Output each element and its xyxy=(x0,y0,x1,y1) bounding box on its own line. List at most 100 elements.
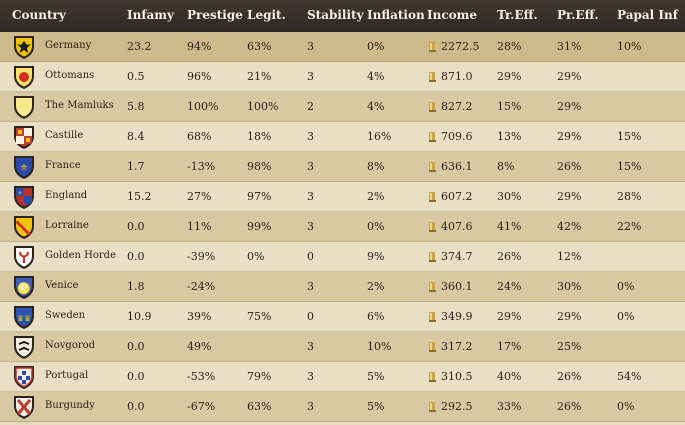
treff-value: 29% xyxy=(497,70,522,83)
table-row[interactable]: Golden Horde 0.0 -39% 0% 0 9% 374.7 26% 12% xyxy=(0,242,685,272)
coin-icon xyxy=(429,312,436,322)
prestige-value: -13% xyxy=(187,160,216,173)
country-shield-icon xyxy=(14,66,34,89)
income-value: 871.0 xyxy=(441,70,473,83)
legit-value: 100% xyxy=(247,100,279,113)
prestige-value: 49% xyxy=(187,340,212,353)
table-row[interactable]: Lorraine 0.0 11% 99% 3 0% 407.6 41% 42% 22% xyxy=(0,212,685,242)
coin-icon xyxy=(429,282,436,292)
country-shield-icon xyxy=(14,96,34,119)
treff-value: 29% xyxy=(497,310,522,323)
papal-value: 28% xyxy=(617,190,642,203)
country-shield-icon xyxy=(14,216,34,239)
income-value: 349.9 xyxy=(441,310,473,323)
preff-value: 26% xyxy=(557,400,582,413)
papal-value: 22% xyxy=(617,220,642,233)
col-infamy[interactable]: Infamy xyxy=(127,8,174,22)
table-row[interactable]: The Mamluks 5.8 100% 100% 2 4% 827.2 15% 29% xyxy=(0,92,685,122)
country-name: Novgorod xyxy=(45,340,96,351)
preff-value: 25% xyxy=(557,340,582,353)
prestige-value: -39% xyxy=(187,250,216,263)
inflation-value: 2% xyxy=(367,190,385,203)
table-row[interactable]: Portugal 0.0 -53% 79% 3 5% 310.5 40% 26% 54% xyxy=(0,362,685,392)
col-prestige[interactable]: Prestige xyxy=(187,8,243,22)
infamy-value: 10.9 xyxy=(127,310,152,323)
inflation-value: 5% xyxy=(367,370,385,383)
infamy-value: 0.0 xyxy=(127,220,145,233)
country-name: Burgundy xyxy=(45,400,95,411)
table-row[interactable]: Burgundy 0.0 -67% 63% 3 5% 292.5 33% 26% 0% xyxy=(0,392,685,422)
prestige-value: 100% xyxy=(187,100,219,113)
coin-icon xyxy=(429,252,436,262)
prestige-value: 39% xyxy=(187,310,212,323)
income-value: 607.2 xyxy=(441,190,473,203)
preff-value: 29% xyxy=(557,70,582,83)
stability-value: 3 xyxy=(307,220,314,233)
treff-value: 41% xyxy=(497,220,522,233)
coin-icon xyxy=(429,342,436,352)
infamy-value: 0.0 xyxy=(127,250,145,263)
country-shield-icon xyxy=(14,246,34,269)
table-row[interactable]: Germany 23.2 94% 63% 3 0% 2272.5 28% 31% 10% xyxy=(0,32,685,62)
preff-value: 29% xyxy=(557,130,582,143)
country-name: Lorraine xyxy=(45,220,89,231)
table-row[interactable]: Castille 8.4 68% 18% 3 16% 709.6 13% 29% 15% xyxy=(0,122,685,152)
country-name: Golden Horde xyxy=(45,250,116,261)
table-row[interactable]: ⚜ France 1.7 -13% 98% 3 8% 636.1 8% 26% 15% xyxy=(0,152,685,182)
papal-value: 15% xyxy=(617,160,642,173)
treff-value: 33% xyxy=(497,400,522,413)
col-preff[interactable]: Pr.Eff. xyxy=(557,8,599,22)
country-shield-icon xyxy=(14,126,34,149)
table-row[interactable]: ♛♛ Sweden 10.9 39% 75% 0 6% 349.9 29% 29% 0% xyxy=(0,302,685,332)
inflation-value: 8% xyxy=(367,160,385,173)
country-name: England xyxy=(45,190,88,201)
stability-value: 3 xyxy=(307,190,314,203)
svg-text:♌: ♌ xyxy=(17,282,31,295)
country-rows: Germany 23.2 94% 63% 3 0% 2272.5 28% 31% 10% Ottom… xyxy=(0,32,685,422)
svg-text:⚜: ⚜ xyxy=(17,190,22,197)
inflation-value: 2% xyxy=(367,280,385,293)
country-shield-icon xyxy=(14,366,34,389)
stability-value: 3 xyxy=(307,370,314,383)
papal-value: 10% xyxy=(617,40,642,53)
country-name: Sweden xyxy=(45,310,86,321)
prestige-value: 11% xyxy=(187,220,212,233)
infamy-value: 0.0 xyxy=(127,400,145,413)
inflation-value: 5% xyxy=(367,400,385,413)
legit-value: 79% xyxy=(247,370,272,383)
infamy-value: 0.0 xyxy=(127,370,145,383)
preff-value: 29% xyxy=(557,310,582,323)
stability-value: 3 xyxy=(307,280,314,293)
coin-icon xyxy=(429,162,436,172)
income-value: 310.5 xyxy=(441,370,473,383)
preff-value: 30% xyxy=(557,280,582,293)
legit-value: 98% xyxy=(247,160,272,173)
income-value: 360.1 xyxy=(441,280,473,293)
country-name: Portugal xyxy=(45,370,89,381)
table-row[interactable]: Ottomans 0.5 96% 21% 3 4% 871.0 29% 29% xyxy=(0,62,685,92)
svg-text:♛♛: ♛♛ xyxy=(17,314,31,323)
prestige-value: -67% xyxy=(187,400,216,413)
table-row[interactable]: Novgorod 0.0 49% 3 10% 317.2 17% 25% xyxy=(0,332,685,362)
country-name: Venice xyxy=(45,280,79,291)
inflation-value: 10% xyxy=(367,340,392,353)
col-country[interactable]: Country xyxy=(12,8,66,22)
col-stability[interactable]: Stability xyxy=(307,8,364,22)
country-shield-icon xyxy=(14,336,34,359)
inflation-value: 4% xyxy=(367,100,385,113)
col-income[interactable]: Income xyxy=(427,8,477,22)
country-name: Ottomans xyxy=(45,70,95,81)
legit-value: 63% xyxy=(247,400,272,413)
income-value: 636.1 xyxy=(441,160,473,173)
col-papal[interactable]: Papal Inf xyxy=(617,8,678,22)
legit-value: 63% xyxy=(247,40,272,53)
col-inflation[interactable]: Inflation xyxy=(367,8,425,22)
treff-value: 28% xyxy=(497,40,522,53)
table-row[interactable]: ♌ Venice 1.8 -24% 3 2% 360.1 24% 30% 0% xyxy=(0,272,685,302)
income-value: 407.6 xyxy=(441,220,473,233)
col-legit[interactable]: Legit. xyxy=(247,8,286,22)
coin-icon xyxy=(429,132,436,142)
table-row[interactable]: ⚜ England 15.2 27% 97% 3 2% 607.2 30% 29% 28% xyxy=(0,182,685,212)
treff-value: 30% xyxy=(497,190,522,203)
col-treff[interactable]: Tr.Eff. xyxy=(497,8,538,22)
